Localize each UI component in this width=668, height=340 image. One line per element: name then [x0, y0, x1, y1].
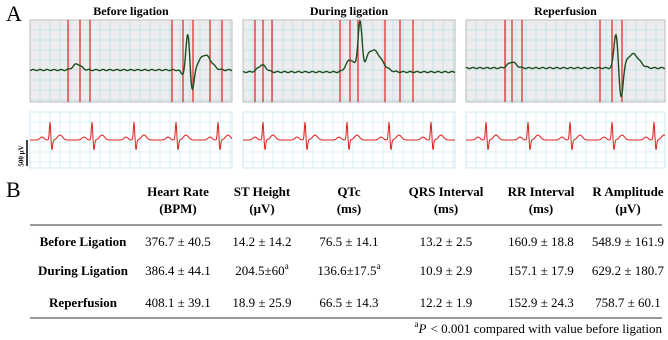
scale-label: 500 μV	[18, 145, 26, 166]
header-cell: QTc	[337, 184, 361, 199]
table-cell: 376.7 ± 40.5	[145, 234, 211, 249]
panel-title: During ligation	[310, 4, 389, 18]
header-cell: Heart Rate	[147, 184, 209, 199]
header-cell: (ms)	[529, 201, 554, 216]
table-cell: 160.9 ± 18.8	[508, 234, 574, 249]
table-cell: 386.4 ± 44.1	[145, 263, 211, 278]
row-label: During Ligation	[38, 263, 129, 278]
header-cell: R Amplitude	[592, 184, 663, 199]
cell-value: 152.9 ± 24.3	[508, 295, 574, 310]
cell-value: 629.2 ± 180.7	[592, 263, 665, 278]
header-cell: (ms)	[434, 201, 459, 216]
cell-value: 408.1 ± 39.1	[145, 295, 211, 310]
header-cell: (μV)	[615, 201, 640, 216]
cell-value: 386.4 ± 44.1	[145, 263, 211, 278]
table-cell: 76.5 ± 14.1	[319, 234, 378, 249]
footnote-p: P	[418, 321, 427, 336]
header-cell: (μV)	[249, 201, 274, 216]
table-cell: 758.7 ± 60.1	[595, 295, 661, 310]
cell-value: 14.2 ± 14.2	[232, 234, 291, 249]
row-label: Before Ligation	[40, 234, 128, 249]
cell-value: 10.9 ± 2.9	[420, 263, 473, 278]
table-cell: 18.9 ± 25.9	[232, 295, 291, 310]
table-cell: 157.1 ± 17.9	[508, 263, 574, 278]
footnote-text: < 0.001 compared with value before ligat…	[430, 321, 662, 336]
cell-value: 76.5 ± 14.1	[319, 234, 378, 249]
table-cell: 14.2 ± 14.2	[232, 234, 291, 249]
cell-value: 758.7 ± 60.1	[595, 295, 661, 310]
cell-value: 376.7 ± 40.5	[145, 234, 211, 249]
cell-value: 12.2 ± 1.9	[420, 295, 473, 310]
ecg-panels: Before ligation During ligation Reperfusio…	[30, 4, 665, 168]
table-cell: 13.2 ± 2.5	[420, 234, 473, 249]
table-cell: 548.9 ± 161.9	[592, 234, 664, 249]
table-cell: 629.2 ± 180.7	[592, 263, 665, 278]
header-cell: RR Interval	[508, 184, 575, 199]
cell-value: 157.1 ± 17.9	[508, 263, 574, 278]
panel-label: A	[6, 1, 22, 26]
table-cell: 10.9 ± 2.9	[420, 263, 473, 278]
cell-value: 66.5 ± 14.3	[319, 295, 378, 310]
header-cell: QRS Interval	[409, 184, 484, 199]
table-cell: 408.1 ± 39.1	[145, 295, 211, 310]
panel-label: B	[6, 177, 21, 202]
cell-value: 136.6±17.5	[317, 263, 376, 278]
panel-title: Before ligation	[93, 4, 169, 18]
table-cell: 204.5±60a	[235, 261, 288, 278]
table-cell: 12.2 ± 1.9	[420, 295, 473, 310]
table-cell: 136.6±17.5a	[317, 261, 380, 278]
footnote: aP< 0.001 compared with value before lig…	[415, 319, 663, 336]
table-cell: 152.9 ± 24.3	[508, 295, 574, 310]
panel-title: Reperfusion	[534, 4, 597, 18]
header-cell: ST Height	[234, 184, 291, 199]
table-cell: 66.5 ± 14.3	[319, 295, 378, 310]
table: Heart Rate (BPM) ST Height (μV) QTc (ms) QRS I…	[38, 184, 665, 310]
header-cell: (BPM)	[159, 201, 197, 216]
cell-value: 548.9 ± 161.9	[592, 234, 664, 249]
header-cell: (ms)	[337, 201, 362, 216]
cell-note: a	[285, 261, 289, 271]
cell-note: a	[377, 261, 381, 271]
cell-value: 160.9 ± 18.8	[508, 234, 574, 249]
cell-value: 18.9 ± 25.9	[232, 295, 291, 310]
figure: Before ligation During ligation Reperfusio…	[0, 0, 668, 340]
row-label: Reperfusion	[49, 295, 118, 310]
cell-value: 13.2 ± 2.5	[420, 234, 473, 249]
cell-value: 204.5±60	[235, 263, 284, 278]
